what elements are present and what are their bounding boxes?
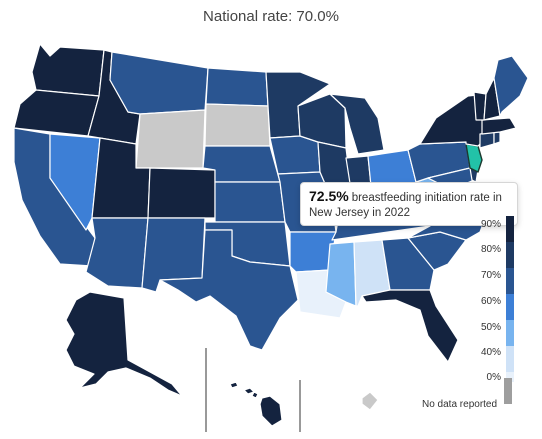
- state-colorado[interactable]: [147, 167, 216, 219]
- state-kansas[interactable]: [214, 181, 286, 223]
- state-south-dakota[interactable]: [204, 103, 271, 147]
- state-michigan[interactable]: [329, 93, 385, 155]
- state-georgia[interactable]: [381, 237, 435, 291]
- national-rate-title: National rate: 70.0%: [203, 8, 339, 25]
- state-nebraska[interactable]: [202, 145, 281, 183]
- state-oregon[interactable]: [13, 89, 100, 137]
- legend-label-no-data: No data reported: [422, 399, 498, 410]
- state-washington[interactable]: [31, 43, 105, 97]
- legend-swatch-80: [506, 242, 514, 268]
- legend-swatch-90: [506, 216, 514, 242]
- legend-label-0: 0%: [486, 372, 501, 383]
- legend-swatch-50: [506, 320, 514, 346]
- legend-label-90: 90%: [480, 219, 501, 230]
- state-iowa[interactable]: [269, 135, 321, 175]
- color-legend: 90% 80% 70% 60% 50% 40% 0%: [470, 216, 542, 416]
- state-nevada[interactable]: [49, 133, 101, 231]
- legend-swatch-no-data: [504, 378, 512, 404]
- state-hawaii[interactable]: [259, 395, 283, 427]
- legend-swatch-70: [506, 268, 514, 294]
- state-rhode-island[interactable]: [493, 131, 501, 145]
- legend-label-60: 60%: [480, 296, 501, 307]
- state-massachusetts[interactable]: [481, 117, 517, 135]
- state-maine[interactable]: [493, 55, 529, 117]
- state-montana[interactable]: [109, 51, 209, 115]
- legend-label-80: 80%: [480, 244, 501, 255]
- state-alaska[interactable]: [65, 291, 183, 397]
- state-north-dakota[interactable]: [205, 67, 269, 107]
- state-florida[interactable]: [361, 289, 459, 363]
- tooltip-value: 72.5%: [309, 188, 349, 204]
- state-texas[interactable]: [159, 229, 299, 351]
- state-arizona[interactable]: [85, 217, 149, 289]
- state-hawaii-islands: [229, 381, 259, 399]
- tooltip-text: breastfeeding initiation rate in New Jer…: [309, 192, 502, 219]
- legend-label-50: 50%: [480, 322, 501, 333]
- legend-swatch-40: [506, 346, 514, 372]
- territory-puerto-rico[interactable]: [361, 391, 379, 411]
- legend-label-40: 40%: [480, 347, 501, 358]
- state-mississippi[interactable]: [325, 241, 357, 307]
- legend-label-70: 70%: [480, 270, 501, 281]
- legend-swatch-0: [506, 372, 514, 382]
- state-tooltip: 72.5% breastfeeding initiation rate in Ne…: [300, 182, 518, 226]
- state-wyoming[interactable]: [135, 109, 206, 169]
- legend-swatch-60: [506, 294, 514, 320]
